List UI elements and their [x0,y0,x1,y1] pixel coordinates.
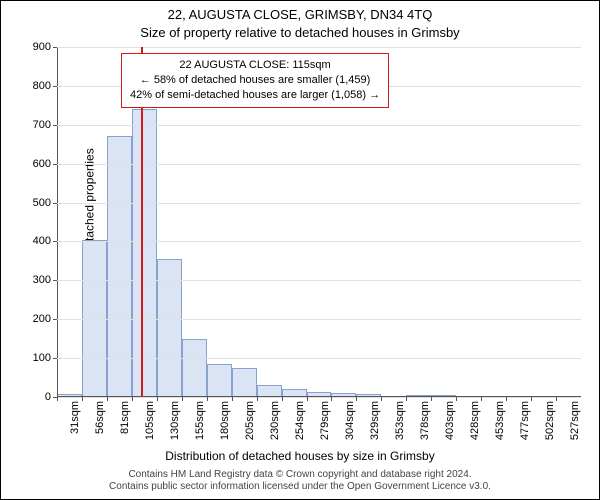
ytick-label: 900 [33,41,51,53]
xtick-mark [182,397,183,401]
xtick-mark [331,397,332,401]
ytick-mark [53,280,57,281]
annotation-line3: 42% of semi-detached houses are larger (… [130,88,380,103]
caption-line2: Contains public sector information licen… [1,481,599,493]
xtick-label: 527sqm [569,397,581,440]
xtick-label: 180sqm [219,397,231,440]
xtick-mark [107,397,108,401]
histogram-bar [257,385,282,397]
xtick-mark [232,397,233,401]
xtick-label: 81sqm [119,397,131,434]
xtick-label: 130sqm [169,397,181,440]
xtick-label: 403sqm [444,397,456,440]
caption: Contains HM Land Registry data © Crown c… [1,469,599,493]
ytick-label: 300 [33,274,51,286]
xtick-label: 378sqm [419,397,431,440]
xtick-mark [82,397,83,401]
annotation-line1: 22 AUGUSTA CLOSE: 115sqm [130,58,380,73]
xtick-label: 453sqm [494,397,506,440]
xtick-mark [556,397,557,401]
xtick-mark [307,397,308,401]
gridline [57,164,581,165]
ytick-label: 0 [45,391,51,403]
annotation-box: 22 AUGUSTA CLOSE: 115sqm ← 58% of detach… [121,53,389,108]
ytick-mark [53,86,57,87]
xtick-label: 56sqm [94,397,106,434]
xtick-mark [132,397,133,401]
histogram-bar [232,368,257,397]
xtick-label: 502sqm [544,397,556,440]
ytick-label: 400 [33,235,51,247]
chart-container: 22, AUGUSTA CLOSE, GRIMSBY, DN34 4TQ Siz… [0,0,600,500]
annotation-line2: ← 58% of detached houses are smaller (1,… [130,73,380,88]
page-title-line2: Size of property relative to detached ho… [1,25,599,40]
xtick-label: 279sqm [319,397,331,440]
xtick-mark [431,397,432,401]
xtick-label: 353sqm [394,397,406,440]
ytick-mark [53,203,57,204]
xtick-mark [531,397,532,401]
xtick-mark [57,397,58,401]
xtick-mark [406,397,407,401]
ytick-label: 600 [33,158,51,170]
xtick-mark [381,397,382,401]
gridline [57,358,581,359]
gridline [57,47,581,48]
xtick-mark [257,397,258,401]
xtick-label: 105sqm [144,397,156,440]
xtick-label: 254sqm [294,397,306,440]
xtick-label: 329sqm [369,397,381,440]
ytick-mark [53,241,57,242]
xtick-mark [356,397,357,401]
gridline [57,125,581,126]
histogram-bar [182,339,207,397]
ytick-label: 200 [33,313,51,325]
ytick-mark [53,164,57,165]
histogram-bar [132,109,157,397]
xtick-label: 428sqm [469,397,481,440]
gridline [57,203,581,204]
xtick-mark [456,397,457,401]
gridline [57,241,581,242]
xtick-mark [157,397,158,401]
histogram-bar [207,364,232,397]
ytick-label: 100 [33,352,51,364]
xtick-mark [506,397,507,401]
xtick-label: 205sqm [244,397,256,440]
ytick-label: 800 [33,80,51,92]
gridline [57,280,581,281]
ytick-mark [53,358,57,359]
xtick-mark [207,397,208,401]
ytick-mark [53,319,57,320]
page-title-line1: 22, AUGUSTA CLOSE, GRIMSBY, DN34 4TQ [1,7,599,22]
xtick-label: 31sqm [69,397,81,434]
caption-line1: Contains HM Land Registry data © Crown c… [1,469,599,481]
xtick-label: 230sqm [269,397,281,440]
gridline [57,319,581,320]
ytick-mark [53,125,57,126]
xtick-label: 155sqm [194,397,206,440]
xtick-mark [282,397,283,401]
histogram-bar [282,389,307,397]
xtick-label: 477sqm [519,397,531,440]
ytick-label: 500 [33,197,51,209]
xtick-label: 304sqm [344,397,356,440]
ytick-label: 700 [33,119,51,131]
x-axis-label: Distribution of detached houses by size … [1,449,599,463]
xtick-mark [481,397,482,401]
ytick-mark [53,47,57,48]
